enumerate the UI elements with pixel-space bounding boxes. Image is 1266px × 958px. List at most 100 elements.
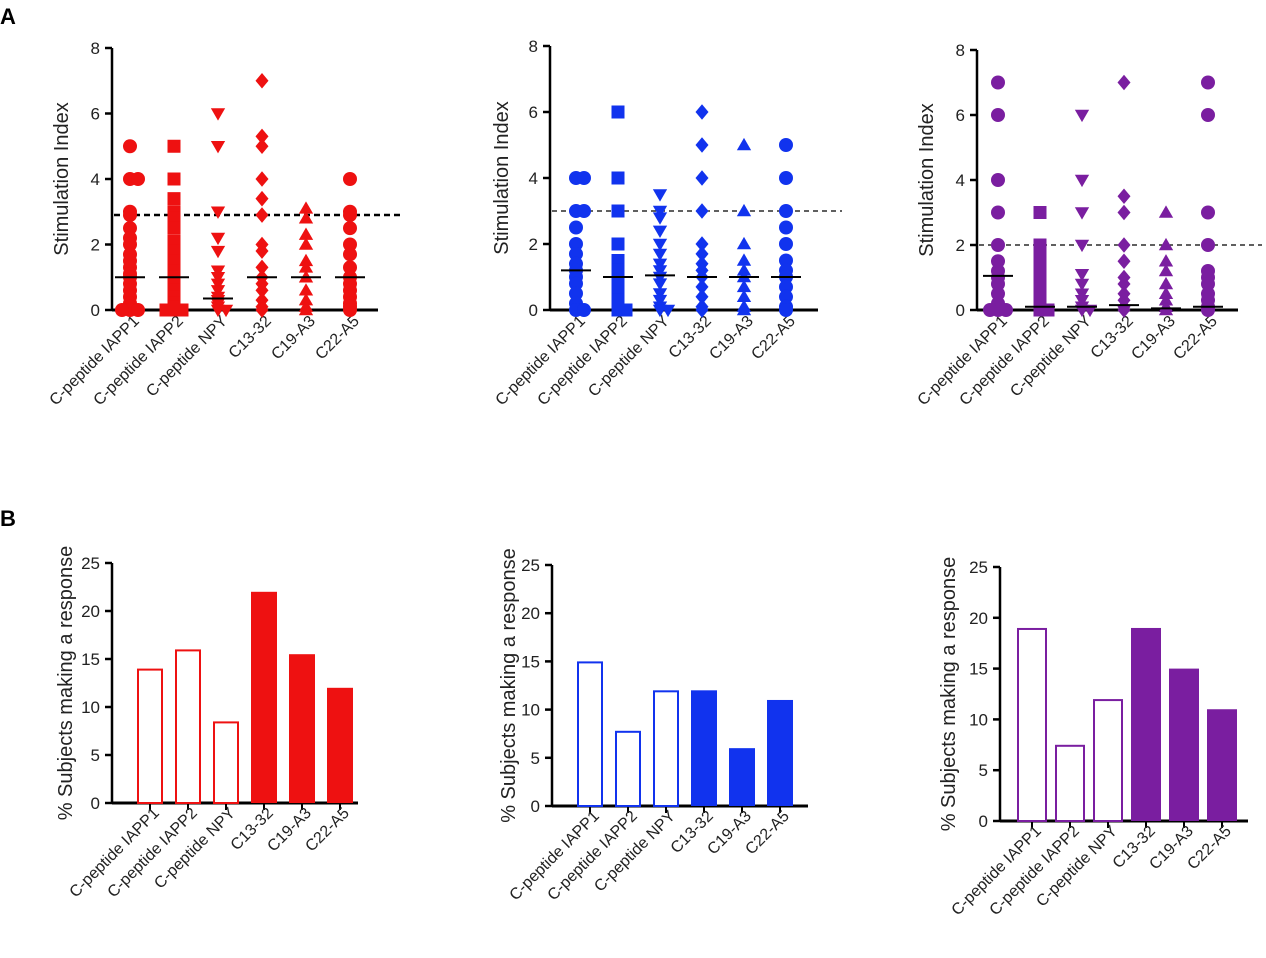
x-category-label: C22-A5: [748, 313, 798, 363]
data-point: [611, 293, 625, 307]
data-point: [343, 247, 357, 262]
data-point: [210, 285, 226, 298]
data-point: [1074, 239, 1090, 253]
data-point: [736, 203, 752, 217]
data-point: [695, 203, 709, 219]
y-tick-label: 20: [81, 602, 100, 621]
data-point: [652, 278, 668, 291]
data-point: [123, 139, 137, 154]
x-category-label: C13-32: [666, 313, 715, 362]
data-point: [779, 204, 793, 218]
data-point: [736, 236, 752, 250]
data-point: [167, 192, 181, 206]
data-point: [695, 104, 709, 120]
data-point: [736, 289, 752, 302]
data-point: [991, 108, 1005, 122]
data-point: [999, 303, 1013, 317]
data-point: [991, 173, 1005, 187]
y-tick-label: 4: [529, 169, 538, 188]
y-tick-label: 0: [91, 794, 100, 813]
data-point: [611, 237, 625, 251]
y-tick-label: 0: [91, 301, 100, 320]
data-point: [736, 302, 752, 316]
y-tick-label: 5: [91, 746, 100, 765]
data-point: [1158, 205, 1174, 218]
data-point: [298, 237, 314, 250]
y-axis-title: Stimulation Index: [916, 103, 938, 256]
data-point: [695, 246, 709, 262]
data-point: [652, 205, 668, 219]
data-point: [779, 279, 793, 294]
y-tick-label: 2: [956, 236, 965, 255]
data-point: [255, 302, 269, 318]
data-point: [298, 283, 314, 296]
data-point: [131, 303, 145, 317]
data-point: [255, 72, 269, 89]
data-point: [736, 137, 752, 151]
panel-label-a: A: [0, 4, 16, 29]
data-point: [991, 238, 1005, 252]
y-tick-label: 0: [529, 301, 538, 320]
data-point: [736, 279, 752, 293]
data-point: [1074, 278, 1090, 292]
bar: [1017, 627, 1047, 823]
data-point: [1074, 295, 1090, 308]
data-point: [991, 254, 1005, 269]
bar: [289, 654, 315, 803]
x-category-label: C22-A5: [1170, 313, 1220, 363]
y-tick-label: 0: [531, 797, 540, 816]
bar: [615, 730, 641, 807]
y-tick-label: 25: [81, 554, 100, 573]
data-point: [569, 220, 583, 235]
data-point: [343, 260, 357, 275]
data-point: [652, 258, 668, 271]
data-point: [611, 204, 625, 218]
y-axis-title: % Subjects making a response: [498, 548, 520, 823]
y-tick-label: 10: [81, 698, 100, 717]
data-point: [343, 237, 357, 252]
data-point: [167, 254, 181, 268]
data-point: [611, 105, 625, 119]
y-tick-label: 2: [91, 236, 100, 255]
y-tick-label: 15: [521, 652, 540, 671]
data-point: [1074, 109, 1090, 123]
data-point: [343, 221, 357, 236]
data-point: [1117, 188, 1131, 205]
y-tick-label: 6: [91, 105, 100, 124]
data-point: [779, 289, 793, 304]
data-point: [1074, 288, 1090, 301]
bar: [1131, 627, 1161, 821]
data-point: [1201, 205, 1215, 220]
bar: [767, 699, 793, 806]
y-tick-label: 8: [956, 41, 965, 60]
bar: [729, 748, 755, 806]
bar: [1207, 709, 1237, 821]
data-point: [779, 303, 793, 317]
data-point: [175, 303, 189, 317]
data-point: [652, 265, 668, 278]
y-tick-label: 20: [969, 609, 988, 628]
data-point: [255, 207, 269, 223]
data-point: [779, 237, 793, 251]
data-point: [695, 289, 709, 305]
x-category-label: C13-32: [226, 313, 275, 362]
y-axis-title: % Subjects making a response: [938, 557, 960, 832]
data-point: [255, 190, 269, 207]
data-point: [1158, 263, 1174, 277]
data-point: [210, 206, 226, 219]
data-point: [1117, 276, 1131, 292]
data-point: [131, 172, 145, 186]
data-point: [1158, 276, 1174, 290]
data-point: [619, 303, 633, 317]
y-tick-label: 5: [979, 761, 988, 780]
data-point: [255, 171, 269, 187]
data-point: [123, 237, 137, 252]
data-point: [255, 282, 269, 299]
data-point: [779, 220, 793, 235]
data-point: [736, 263, 752, 276]
bar: [175, 649, 201, 805]
